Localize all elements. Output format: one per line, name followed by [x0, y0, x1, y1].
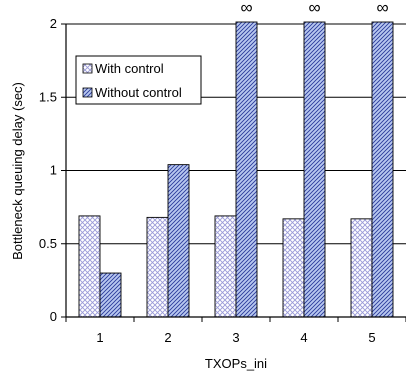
- tick-labels: ∞ ∞ ∞ 0 0.5 1 1.5 2 1 2 3 4 5: [39, 0, 389, 345]
- legend-label-without-control: Without control: [95, 85, 182, 100]
- legend-swatch-with-control: [82, 63, 93, 74]
- x-tick-label-1: 1: [96, 330, 103, 345]
- legend: With control Without control: [75, 55, 202, 105]
- bars: [78, 21, 394, 318]
- x-tick-label-5: 5: [368, 330, 375, 345]
- legend-label-with-control: With control: [95, 61, 164, 76]
- x-tick-label-2: 2: [164, 330, 171, 345]
- legend-box: [75, 55, 202, 105]
- infinity-label-4: ∞: [308, 0, 320, 17]
- bar-with-control-2: [146, 216, 169, 318]
- y-tick-label-4: 2: [50, 16, 57, 31]
- y-tick-label-2: 1: [50, 163, 57, 178]
- x-axis-label: TXOPs_ini: [205, 356, 267, 371]
- bar-without-control-5: [371, 21, 394, 318]
- bar-with-control-3: [214, 215, 237, 318]
- bar-without-control-3: [235, 21, 258, 318]
- x-tick-label-3: 3: [232, 330, 239, 345]
- infinity-label-3: ∞: [240, 0, 252, 17]
- legend-swatch-without-control: [82, 87, 93, 98]
- bar-without-control-4: [303, 21, 326, 318]
- y-tick-label-0: 0: [50, 309, 57, 324]
- bar-with-control-5: [350, 218, 373, 318]
- bar-without-control-2: [167, 164, 190, 318]
- bar-without-control-1: [99, 272, 122, 318]
- y-axis-label: Bottleneck queuing delay (sec): [10, 82, 25, 260]
- axes: [61, 23, 406, 322]
- y-tick-label-3: 1.5: [39, 89, 57, 104]
- infinity-label-5: ∞: [376, 0, 388, 17]
- x-tick-label-4: 4: [300, 330, 307, 345]
- y-tick-label-1: 0.5: [39, 236, 57, 251]
- bar-with-control-4: [282, 218, 305, 318]
- bar-with-control-1: [78, 215, 101, 318]
